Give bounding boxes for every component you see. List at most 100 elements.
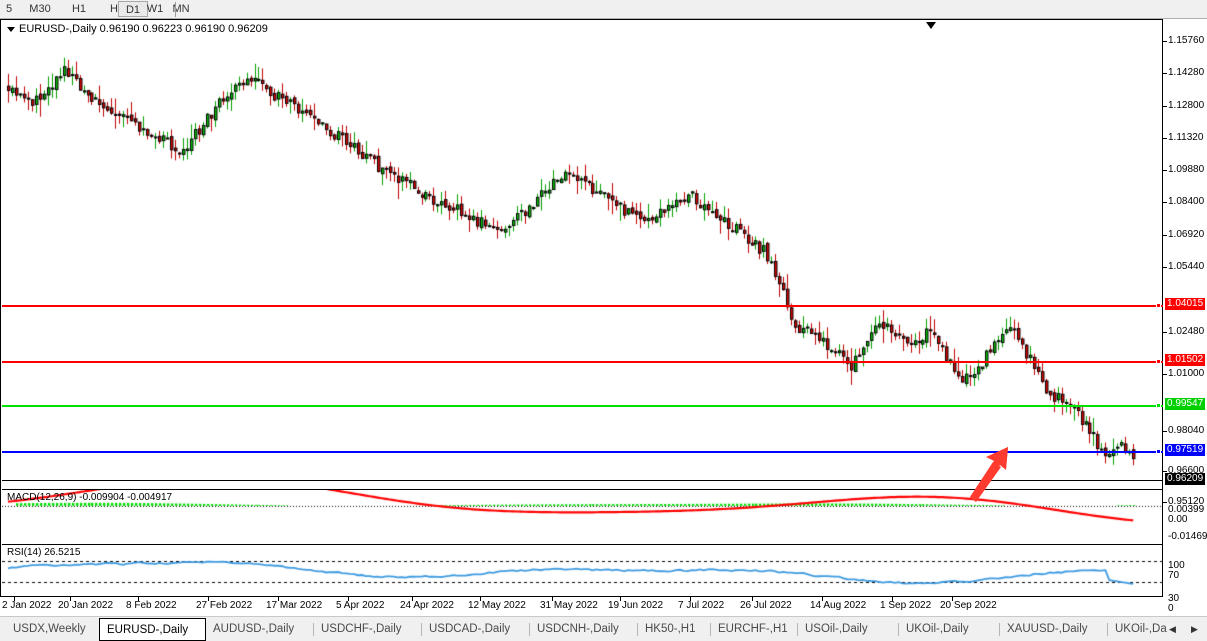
tabs-scroll-left-button[interactable]: ◀ xyxy=(1169,624,1176,634)
price-axis-tick xyxy=(1163,267,1167,268)
price-axis-tick xyxy=(1163,73,1167,74)
time-axis-label: 12 May 2022 xyxy=(468,600,526,611)
time-axis-tick xyxy=(752,597,753,601)
time-axis-label: 1 Sep 2022 xyxy=(880,600,932,611)
level-handle-resistance-2[interactable] xyxy=(1156,359,1161,364)
toolbar-empty-area xyxy=(176,0,1207,18)
price-label-support-2[interactable]: 0.97519 xyxy=(1165,444,1206,456)
time-axis-tick xyxy=(690,597,691,601)
chart-area: MACD(12,26,9) -0.009904 -0.004917 RSI(14… xyxy=(0,19,1207,616)
price-axis-tick xyxy=(1163,502,1167,503)
chart-tab-usdchf-daily[interactable]: USDCHF-,Daily xyxy=(321,623,402,635)
time-axis-tick xyxy=(620,597,621,601)
time-axis-tick xyxy=(208,597,209,601)
price-axis-tick xyxy=(1163,41,1167,42)
time-axis-label: 17 Mar 2022 xyxy=(266,600,323,611)
level-handle-support-1[interactable] xyxy=(1156,403,1161,408)
price-axis-label: 0.95120 xyxy=(1168,496,1205,507)
price-axis-label: 0.98040 xyxy=(1168,425,1205,436)
indicator-axis-label: 70 xyxy=(1168,570,1180,581)
timeframe-button-m30[interactable]: M30 xyxy=(29,3,51,15)
price-axis-label: 1.12800 xyxy=(1168,100,1205,111)
time-axis-label: 14 Aug 2022 xyxy=(810,600,867,611)
time-axis-tick xyxy=(138,597,139,601)
indicator-axis-label: 30 xyxy=(1168,593,1180,604)
timeframe-button-5[interactable]: 5 xyxy=(5,3,13,15)
time-axis-tick xyxy=(412,597,413,601)
price-axis-tick xyxy=(1163,471,1167,472)
price-axis-tick xyxy=(1163,138,1167,139)
time-axis-tick xyxy=(14,597,15,601)
rsi-pane[interactable]: RSI(14) 26.5215 xyxy=(2,544,1163,598)
chart-border: MACD(12,26,9) -0.009904 -0.004917 RSI(14… xyxy=(0,19,1163,598)
level-line-support-1[interactable] xyxy=(2,405,1163,407)
indicator-axis-label: 0 xyxy=(1168,603,1174,614)
chart-top-marker[interactable] xyxy=(926,22,936,29)
price-label-resistance-2[interactable]: 1.01502 xyxy=(1165,354,1206,366)
level-line-resistance-2[interactable] xyxy=(2,361,1163,363)
chart-tab-ukoil-daily[interactable]: UKOil-,Daily xyxy=(906,623,969,635)
tab-separator xyxy=(421,623,422,636)
candlestick-canvas[interactable] xyxy=(2,21,1163,487)
up-arrow-annotation[interactable] xyxy=(946,445,1016,507)
level-line-resistance-1[interactable] xyxy=(2,305,1163,307)
chart-tab-usdx-weekly[interactable]: USDX,Weekly xyxy=(13,623,86,635)
chart-header-ohlc: EURUSD-,Daily 0.96190 0.96223 0.96190 0.… xyxy=(7,23,268,35)
collapse-triangle-icon[interactable] xyxy=(7,26,15,32)
price-axis-label: 1.05440 xyxy=(1168,261,1205,272)
tab-separator xyxy=(529,623,530,636)
toolbar-separator xyxy=(175,2,176,17)
price-axis-label: 1.06920 xyxy=(1168,229,1205,240)
timeframe-button-w1[interactable]: W1 xyxy=(146,3,164,15)
tabs-scroll-right-button[interactable]: ▶ xyxy=(1191,624,1198,634)
chart-tab-eurchf-h1[interactable]: EURCHF-,H1 xyxy=(718,623,788,635)
time-axis-tick xyxy=(892,597,893,601)
chart-header-text: EURUSD-,Daily 0.96190 0.96223 0.96190 0.… xyxy=(19,23,268,35)
chart-tab-audusd-daily[interactable]: AUDUSD-,Daily xyxy=(213,623,295,635)
chart-tab-usdcad-daily[interactable]: USDCAD-,Daily xyxy=(429,623,511,635)
time-axis-tick xyxy=(348,597,349,601)
price-axis-label: 1.08400 xyxy=(1168,196,1205,207)
macd-label: MACD(12,26,9) -0.009904 -0.004917 xyxy=(7,492,173,503)
time-axis-tick xyxy=(70,597,71,601)
timeframe-button-h1[interactable]: H1 xyxy=(71,3,87,15)
chart-tab-xauusd-daily[interactable]: XAUUSD-,Daily xyxy=(1007,623,1088,635)
price-axis-tick xyxy=(1163,235,1167,236)
rsi-canvas xyxy=(2,545,1163,598)
price-axis[interactable]: 1.15760 1.14280 1.12800 1.11320 1.09880 1.084… xyxy=(1163,19,1207,614)
chart-tab-ukoil-da[interactable]: UKOil-,Da xyxy=(1115,623,1167,635)
time-axis-label: 5 Apr 2022 xyxy=(336,600,385,611)
chart-tab-hk50-h1[interactable]: HK50-,H1 xyxy=(645,623,696,635)
price-axis-label: 1.11320 xyxy=(1168,132,1204,143)
time-axis-tick xyxy=(552,597,553,601)
price-axis-label: 1.02480 xyxy=(1168,326,1205,337)
price-label-resistance-1[interactable]: 1.04015 xyxy=(1165,298,1206,310)
time-axis-label: 24 Apr 2022 xyxy=(400,600,454,611)
chart-tab-eurusd-daily[interactable]: EURUSD-,Daily xyxy=(99,618,206,641)
timeframe-button-mn[interactable]: MN xyxy=(172,3,190,15)
chart-tab-usoil-daily[interactable]: USOil-,Daily xyxy=(805,623,868,635)
price-axis-label: 1.01000 xyxy=(1168,368,1205,379)
price-label-current-price[interactable]: 0.96209 xyxy=(1165,473,1206,485)
indicator-axis-label: 0.00 xyxy=(1168,514,1188,525)
tab-separator xyxy=(797,623,798,636)
time-axis-tick xyxy=(278,597,279,601)
rsi-label: RSI(14) 26.5215 xyxy=(7,547,81,558)
timeframe-toolbar: 5 M30 H1 H4 D1 W1 MN xyxy=(0,0,1207,19)
time-axis-label: 31 May 2022 xyxy=(540,600,598,611)
price-label-support-1[interactable]: 0.99547 xyxy=(1165,398,1206,410)
level-line-support-2[interactable] xyxy=(2,451,1163,453)
level-handle-resistance-1[interactable] xyxy=(1156,303,1161,308)
macd-pane[interactable]: MACD(12,26,9) -0.009904 -0.004917 xyxy=(2,489,1163,543)
time-axis-tick xyxy=(952,597,953,601)
price-pane[interactable] xyxy=(2,21,1163,487)
level-handle-support-2[interactable] xyxy=(1156,449,1161,454)
timeframe-button-d1[interactable]: D1 xyxy=(118,1,148,17)
chart-tab-usdcnh-daily[interactable]: USDCNH-,Daily xyxy=(537,623,619,635)
price-axis-label: 1.15760 xyxy=(1168,35,1205,46)
price-axis-tick xyxy=(1163,106,1167,107)
level-line-current-price[interactable] xyxy=(2,480,1163,481)
macd-canvas xyxy=(2,490,1163,543)
indicator-axis-label: 100 xyxy=(1168,560,1185,571)
price-axis-tick xyxy=(1163,332,1167,333)
